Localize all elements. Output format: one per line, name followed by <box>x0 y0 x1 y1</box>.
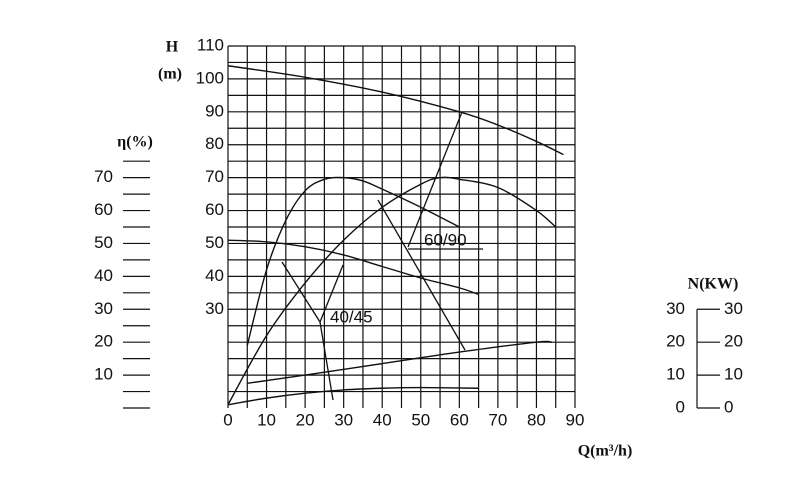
power-tick-label: 30 <box>666 299 685 318</box>
power-tick-label: 0 <box>724 397 733 416</box>
y-tick-label: 40 <box>205 266 224 285</box>
power-title: N(KW) <box>688 276 739 293</box>
y-tick-label: 110 <box>197 35 224 54</box>
eta-tick-label: 20 <box>94 332 113 351</box>
x-tick-label: 40 <box>373 410 392 429</box>
y-unit: (m) <box>158 66 182 83</box>
eta-tick-label: 30 <box>94 299 113 318</box>
y-tick-label: 50 <box>205 233 224 252</box>
power-tick-label: 30 <box>724 299 743 318</box>
range-line <box>377 199 466 351</box>
y-tick-label: 60 <box>205 200 224 219</box>
x-tick-label: 0 <box>223 410 232 429</box>
curve <box>227 65 564 156</box>
y-title: H <box>166 39 179 56</box>
curve <box>247 340 552 385</box>
x-tick-label: 80 <box>527 410 546 429</box>
power-tick-label: 10 <box>724 365 743 384</box>
x-title: Q(m³/h) <box>578 443 633 460</box>
x-tick-label: 70 <box>488 410 507 429</box>
curve <box>227 239 479 296</box>
x-tick-label: 20 <box>296 410 315 429</box>
power-tick-label: 10 <box>666 365 685 384</box>
y-tick-label: 70 <box>205 167 224 186</box>
range-line <box>407 111 463 248</box>
y-tick-label: 80 <box>205 134 224 153</box>
x-tick-label: 30 <box>334 410 353 429</box>
y-tick-label: 90 <box>205 101 224 120</box>
power-tick-label: 20 <box>666 332 685 351</box>
y-tick-label: 30 <box>205 299 224 318</box>
eta-title: η(%) <box>117 134 153 151</box>
eta-tick-label: 40 <box>94 266 113 285</box>
eta-tick-label: 70 <box>94 167 113 186</box>
power-tick-label: 20 <box>724 332 743 351</box>
curve <box>227 176 557 406</box>
range-line <box>319 321 334 401</box>
curve <box>246 176 460 346</box>
x-tick-label: 90 <box>566 410 585 429</box>
x-tick-label: 50 <box>411 410 430 429</box>
eta-tick-label: 60 <box>94 200 113 219</box>
annotation: 60/90 <box>424 230 467 249</box>
annotation: 40/45 <box>330 307 373 326</box>
power-tick-label: 0 <box>676 397 685 416</box>
x-tick-label: 60 <box>450 410 469 429</box>
eta-tick-label: 50 <box>94 233 113 252</box>
y-tick-label: 100 <box>196 68 224 87</box>
range-line <box>281 261 321 323</box>
curve <box>227 386 479 406</box>
x-tick-label: 10 <box>257 410 276 429</box>
eta-tick-label: 10 <box>94 365 113 384</box>
